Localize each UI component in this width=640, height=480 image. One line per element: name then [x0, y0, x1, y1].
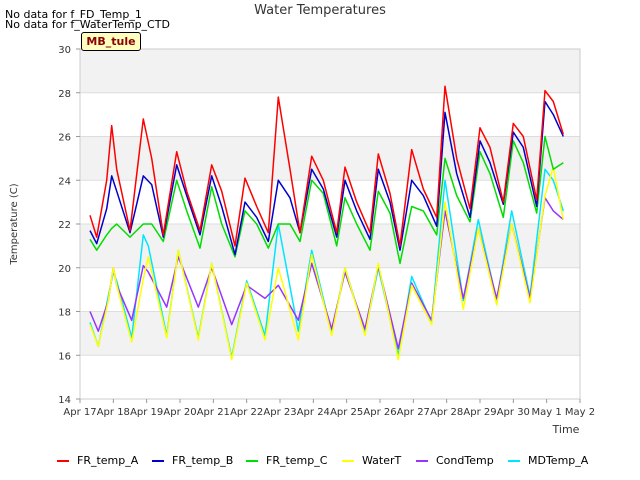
x-tick-label: Apr 25 — [330, 407, 363, 418]
legend-swatch — [152, 460, 164, 462]
legend-label: FR_temp_C — [266, 454, 328, 467]
legend-swatch — [416, 460, 428, 462]
y-tick-label: 14 — [58, 395, 71, 406]
y-tick-label: 24 — [58, 176, 71, 187]
x-tick-label: May 2 — [565, 407, 595, 418]
y-tick-label: 28 — [58, 89, 71, 100]
background-band — [80, 355, 580, 399]
series-line-fr-temp-b — [89, 100, 564, 256]
series-layer — [89, 85, 565, 361]
x-axis-label: Time — [552, 423, 580, 436]
y-tick-label: 18 — [58, 308, 71, 319]
y-tick-label: 26 — [58, 133, 71, 144]
site-badge: MB_tule — [81, 32, 141, 51]
x-tick-label: Apr 22 — [230, 407, 263, 418]
no-data-note-watertemp-ctd: No data for f_WaterTemp_CTD — [5, 18, 170, 31]
no-data-note-fd-temp: No data for f_FD_Temp_1 — [5, 8, 142, 21]
x-tick-label: Apr 18 — [97, 407, 130, 418]
x-tick-label: Apr 23 — [263, 407, 296, 418]
x-tick-label: Apr 26 — [363, 407, 396, 418]
background-band — [80, 92, 580, 137]
y-tick-labels: 14 16 18 20 22 24 26 28 30 — [58, 45, 80, 406]
y-tick-label: 30 — [58, 45, 71, 56]
x-tick-label: Apr 27 — [397, 407, 430, 418]
legend-label: CondTemp — [436, 454, 494, 467]
legend: FR_temp_A FR_temp_B FR_temp_C WaterT Con… — [0, 452, 640, 470]
legend-swatch — [508, 460, 520, 462]
x-tick-labels: Apr 17 Apr 18 Apr 19 Apr 20 Apr 21 Apr 22 Apr … — [63, 399, 595, 418]
legend-swatch — [57, 460, 69, 462]
legend-swatch — [246, 460, 258, 462]
legend-swatch — [342, 460, 354, 462]
legend-label: MDTemp_A — [528, 454, 589, 467]
x-tick-label: Apr 19 — [130, 407, 163, 418]
legend-label: FR_temp_B — [172, 454, 234, 467]
background-band — [80, 136, 580, 181]
x-tick-label: Apr 30 — [497, 407, 530, 418]
x-tick-label: Apr 24 — [297, 407, 330, 418]
y-tick-label: 20 — [58, 264, 71, 275]
chart-title: Water Temperatures — [254, 3, 386, 18]
series-line-fr-temp-a — [89, 85, 565, 247]
legend-label: WaterT — [362, 454, 402, 467]
y-axis-label: Temperature (C) — [9, 183, 20, 265]
series-line-condtemp — [89, 197, 564, 350]
y-tick-label: 16 — [58, 351, 71, 362]
y-tick-label: 22 — [58, 220, 71, 231]
x-tick-label: Apr 29 — [463, 407, 496, 418]
x-tick-label: Apr 17 — [63, 407, 96, 418]
x-tick-label: Apr 20 — [163, 407, 196, 418]
x-tick-label: May 1 — [532, 407, 562, 418]
series-line-watert — [89, 166, 565, 361]
background-band — [80, 49, 580, 93]
x-tick-label: Apr 21 — [197, 407, 230, 418]
x-tick-label: Apr 28 — [430, 407, 463, 418]
series-line-fr-temp-c — [89, 135, 564, 265]
legend-label: FR_temp_A — [77, 454, 139, 467]
background-band — [80, 311, 580, 356]
